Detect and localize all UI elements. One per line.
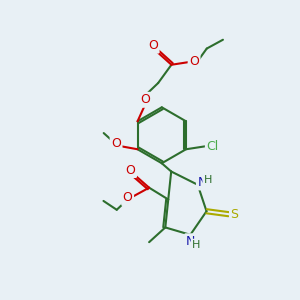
Text: H: H	[204, 175, 212, 185]
Text: N: N	[197, 176, 207, 189]
Text: O: O	[111, 137, 121, 150]
Text: Cl: Cl	[206, 140, 219, 153]
Text: S: S	[230, 208, 238, 221]
Text: O: O	[148, 39, 158, 52]
Text: O: O	[140, 93, 150, 106]
Text: H: H	[192, 240, 200, 250]
Text: O: O	[189, 55, 199, 68]
Text: O: O	[123, 191, 133, 205]
Text: N: N	[186, 235, 195, 248]
Text: O: O	[126, 164, 136, 176]
